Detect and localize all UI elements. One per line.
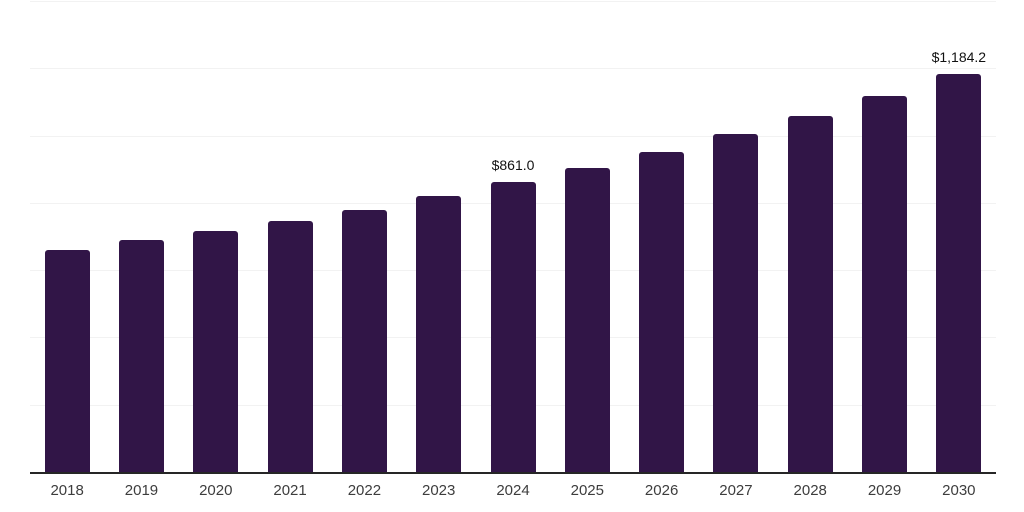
bar-2029 bbox=[862, 95, 908, 472]
x-tick-label-2021: 2021 bbox=[273, 482, 307, 499]
bar-2027 bbox=[713, 133, 759, 472]
gridline-1200 bbox=[30, 68, 996, 70]
bar-2020 bbox=[193, 231, 239, 472]
bar-2028 bbox=[787, 115, 833, 472]
x-tick-label-2019: 2019 bbox=[124, 482, 159, 499]
x-tick-label-2027: 2027 bbox=[719, 482, 753, 499]
gridline-1000 bbox=[30, 135, 996, 137]
bar-2030 bbox=[936, 73, 982, 472]
bar-2018 bbox=[44, 249, 90, 472]
x-tick-label-2022: 2022 bbox=[347, 482, 382, 499]
x-tick-label-2025: 2025 bbox=[570, 482, 604, 499]
bar-2025 bbox=[564, 167, 610, 472]
bar-2023 bbox=[416, 195, 462, 472]
gridline-1400 bbox=[30, 1, 996, 2]
x-tick-label-2029: 2029 bbox=[867, 482, 902, 499]
x-tick-label-2023: 2023 bbox=[422, 482, 456, 499]
x-tick-label-2026: 2026 bbox=[644, 482, 679, 499]
x-tick-label-2018: 2018 bbox=[50, 482, 84, 499]
bar-2026 bbox=[639, 151, 685, 472]
bar-2021 bbox=[267, 221, 313, 472]
x-axis-line bbox=[30, 472, 996, 474]
x-tick-label-2028: 2028 bbox=[793, 482, 827, 499]
bar-2022 bbox=[341, 209, 387, 472]
data-label-2030: $1,184.2 bbox=[931, 48, 987, 65]
data-label-2024: $861.0 bbox=[491, 157, 535, 174]
bar-2019 bbox=[118, 240, 164, 472]
x-tick-label-2020: 2020 bbox=[199, 482, 233, 499]
bar-2024 bbox=[490, 182, 536, 472]
x-tick-label-2030: 2030 bbox=[942, 482, 976, 499]
x-tick-label-2024: 2024 bbox=[496, 482, 530, 499]
